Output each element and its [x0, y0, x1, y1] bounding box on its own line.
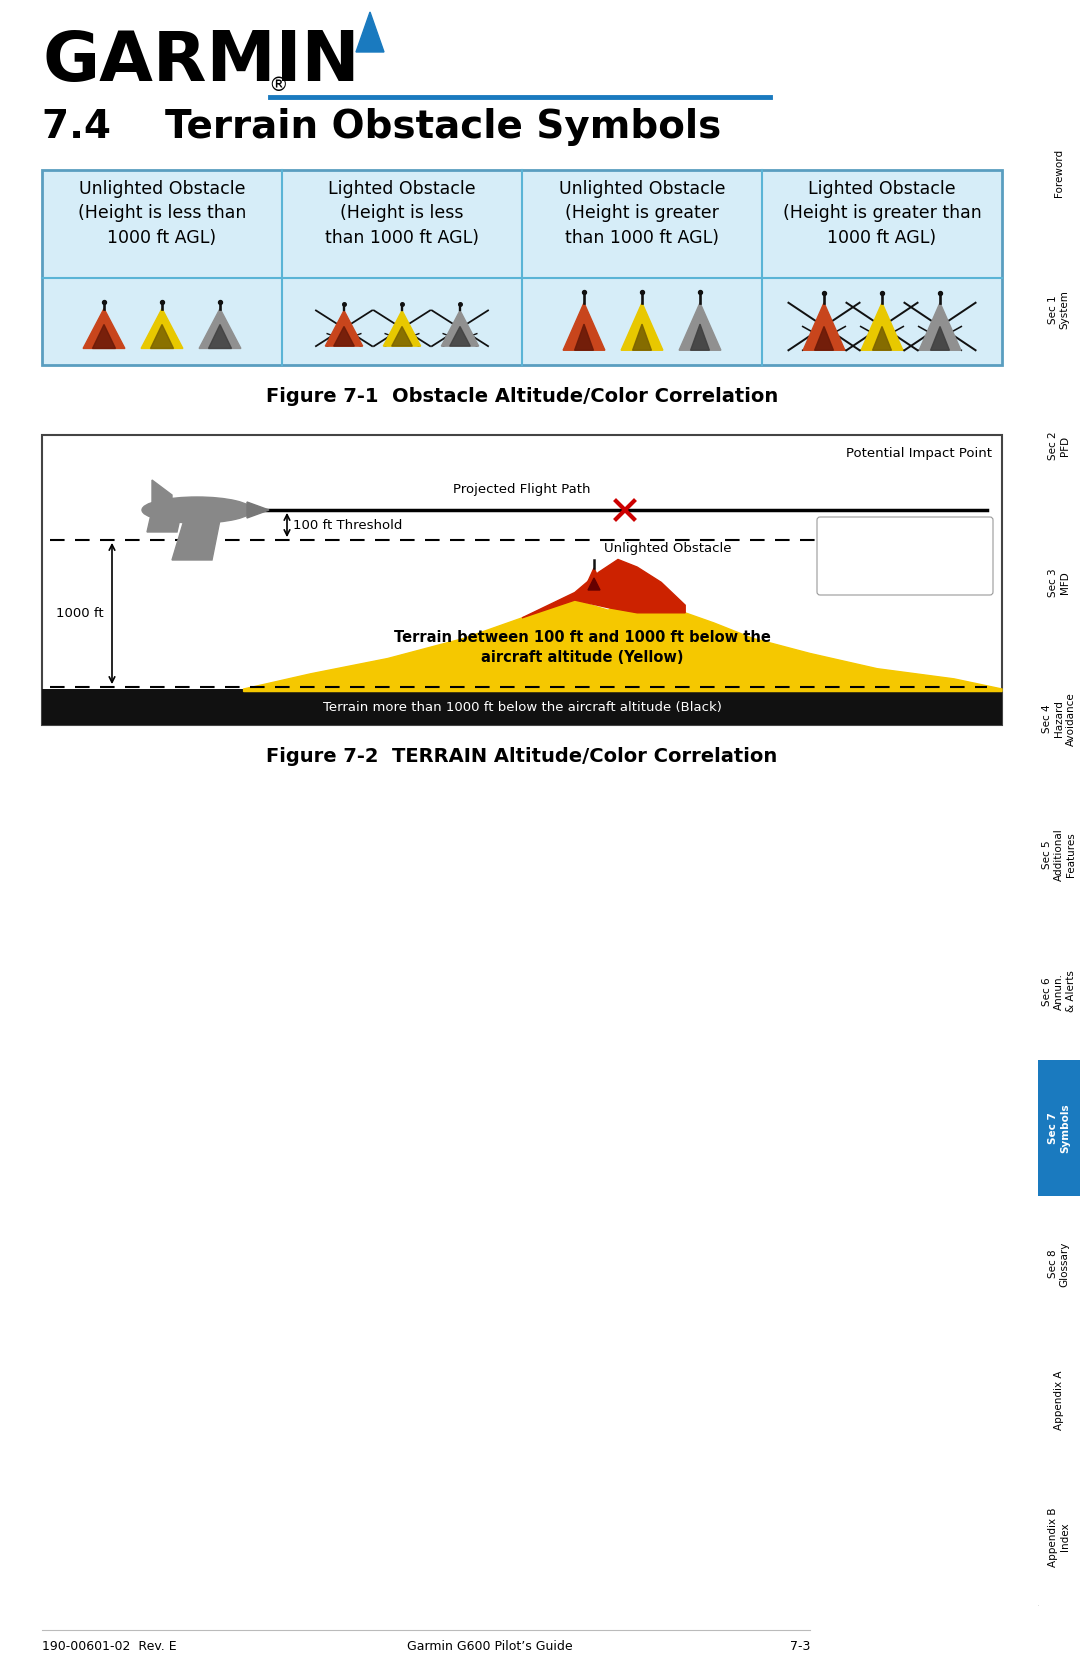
- Text: Sec 8
Glossary: Sec 8 Glossary: [1049, 1242, 1070, 1287]
- Bar: [42, 436, 1002, 724]
- Text: Sec 3
MFD: Sec 3 MFD: [1049, 567, 1070, 596]
- Text: Appendix B
Index: Appendix B Index: [1049, 1507, 1070, 1567]
- Bar: [1038, 1060, 1080, 1197]
- Text: Figure 7-1  Obstacle Altitude/Color Correlation: Figure 7-1 Obstacle Altitude/Color Corre…: [266, 387, 778, 406]
- Text: Unlighted Obstacle: Unlighted Obstacle: [604, 542, 731, 556]
- Text: Sec 2
PFD: Sec 2 PFD: [1049, 432, 1070, 461]
- Polygon shape: [244, 592, 1002, 691]
- Polygon shape: [199, 309, 241, 349]
- Text: 7-3: 7-3: [789, 1641, 810, 1652]
- Text: ®: ®: [268, 77, 287, 95]
- Text: Foreword: Foreword: [1054, 149, 1064, 197]
- Polygon shape: [690, 324, 710, 350]
- Text: Unlighted Obstacle
(Height is less than
1000 ft AGL): Unlighted Obstacle (Height is less than …: [78, 180, 246, 247]
- Bar: [1038, 1332, 1080, 1469]
- Polygon shape: [584, 567, 604, 591]
- Text: Terrain between 100 ft and 1000 ft below the
aircraft altitude (Yellow): Terrain between 100 ft and 1000 ft below…: [393, 629, 770, 664]
- Bar: [1038, 105, 1080, 242]
- Polygon shape: [621, 302, 663, 350]
- Polygon shape: [931, 327, 949, 350]
- Bar: [42, 170, 1002, 366]
- Bar: [1038, 786, 1080, 923]
- Bar: [1038, 242, 1080, 377]
- Text: Lighted Obstacle
(Height is greater than
1000 ft AGL): Lighted Obstacle (Height is greater than…: [783, 180, 982, 247]
- Bar: [1038, 923, 1080, 1060]
- Text: 1000 ft: 1000 ft: [56, 608, 104, 619]
- Polygon shape: [152, 481, 172, 511]
- Polygon shape: [325, 310, 363, 345]
- Polygon shape: [334, 327, 354, 345]
- Text: Sec 1
System: Sec 1 System: [1049, 290, 1070, 329]
- Polygon shape: [383, 310, 421, 345]
- Bar: [1038, 1469, 1080, 1606]
- Polygon shape: [442, 310, 478, 345]
- Polygon shape: [563, 302, 605, 350]
- Text: Sec 6
Annun.
& Alerts: Sec 6 Annun. & Alerts: [1042, 970, 1076, 1013]
- Text: 100 ft Threshold: 100 ft Threshold: [293, 519, 403, 531]
- Polygon shape: [588, 577, 600, 591]
- Polygon shape: [208, 324, 231, 349]
- Bar: [1038, 377, 1080, 514]
- Bar: [1038, 514, 1080, 651]
- Text: Sec 4
Hazard
Avoidance: Sec 4 Hazard Avoidance: [1042, 691, 1076, 746]
- Polygon shape: [449, 327, 470, 345]
- Polygon shape: [172, 511, 222, 561]
- Polygon shape: [83, 309, 125, 349]
- Text: Lighted Obstacle
(Height is less
than 1000 ft AGL): Lighted Obstacle (Height is less than 10…: [325, 180, 480, 247]
- Polygon shape: [247, 502, 269, 517]
- Polygon shape: [522, 559, 685, 618]
- Bar: [1038, 651, 1080, 786]
- Polygon shape: [93, 324, 116, 349]
- Ellipse shape: [141, 497, 252, 522]
- Text: Figure 7-2  TERRAIN Altitude/Color Correlation: Figure 7-2 TERRAIN Altitude/Color Correl…: [267, 748, 778, 766]
- Text: 7.4    Terrain Obstacle Symbols: 7.4 Terrain Obstacle Symbols: [42, 108, 721, 145]
- Text: Sec 7
Symbols: Sec 7 Symbols: [1049, 1103, 1070, 1153]
- Text: 190-00601-02  Rev. E: 190-00601-02 Rev. E: [42, 1641, 177, 1652]
- Polygon shape: [141, 309, 183, 349]
- Text: Potential Impact Point: Potential Impact Point: [846, 447, 993, 461]
- Polygon shape: [679, 302, 721, 350]
- Polygon shape: [804, 302, 845, 350]
- Polygon shape: [861, 302, 903, 350]
- Text: Projected Flight Path: Projected Flight Path: [454, 482, 591, 496]
- Bar: [42, 689, 1002, 724]
- FancyBboxPatch shape: [816, 517, 993, 596]
- Polygon shape: [814, 327, 834, 350]
- Text: Appendix A: Appendix A: [1054, 1370, 1064, 1430]
- Polygon shape: [633, 324, 651, 350]
- Polygon shape: [392, 327, 413, 345]
- Text: Unlighted Obstacle
(Height is greater
than 1000 ft AGL): Unlighted Obstacle (Height is greater th…: [558, 180, 726, 247]
- Text: Garmin G600 Pilot’s Guide: Garmin G600 Pilot’s Guide: [407, 1641, 572, 1652]
- Polygon shape: [575, 324, 593, 350]
- Polygon shape: [919, 302, 961, 350]
- Polygon shape: [873, 327, 891, 350]
- Polygon shape: [150, 324, 174, 349]
- Text: Terrain more than 1000 ft below the aircraft altitude (Black): Terrain more than 1000 ft below the airc…: [323, 701, 721, 714]
- Bar: [1038, 1197, 1080, 1332]
- Polygon shape: [147, 511, 183, 532]
- Polygon shape: [356, 12, 384, 52]
- Text: Terrain above or
within 100 ft
below the aircraft
altitude (Red): Terrain above or within 100 ft below the…: [853, 524, 957, 586]
- Text: Sec 5
Additional
Features: Sec 5 Additional Features: [1042, 828, 1076, 881]
- Text: GARMIN: GARMIN: [42, 28, 360, 95]
